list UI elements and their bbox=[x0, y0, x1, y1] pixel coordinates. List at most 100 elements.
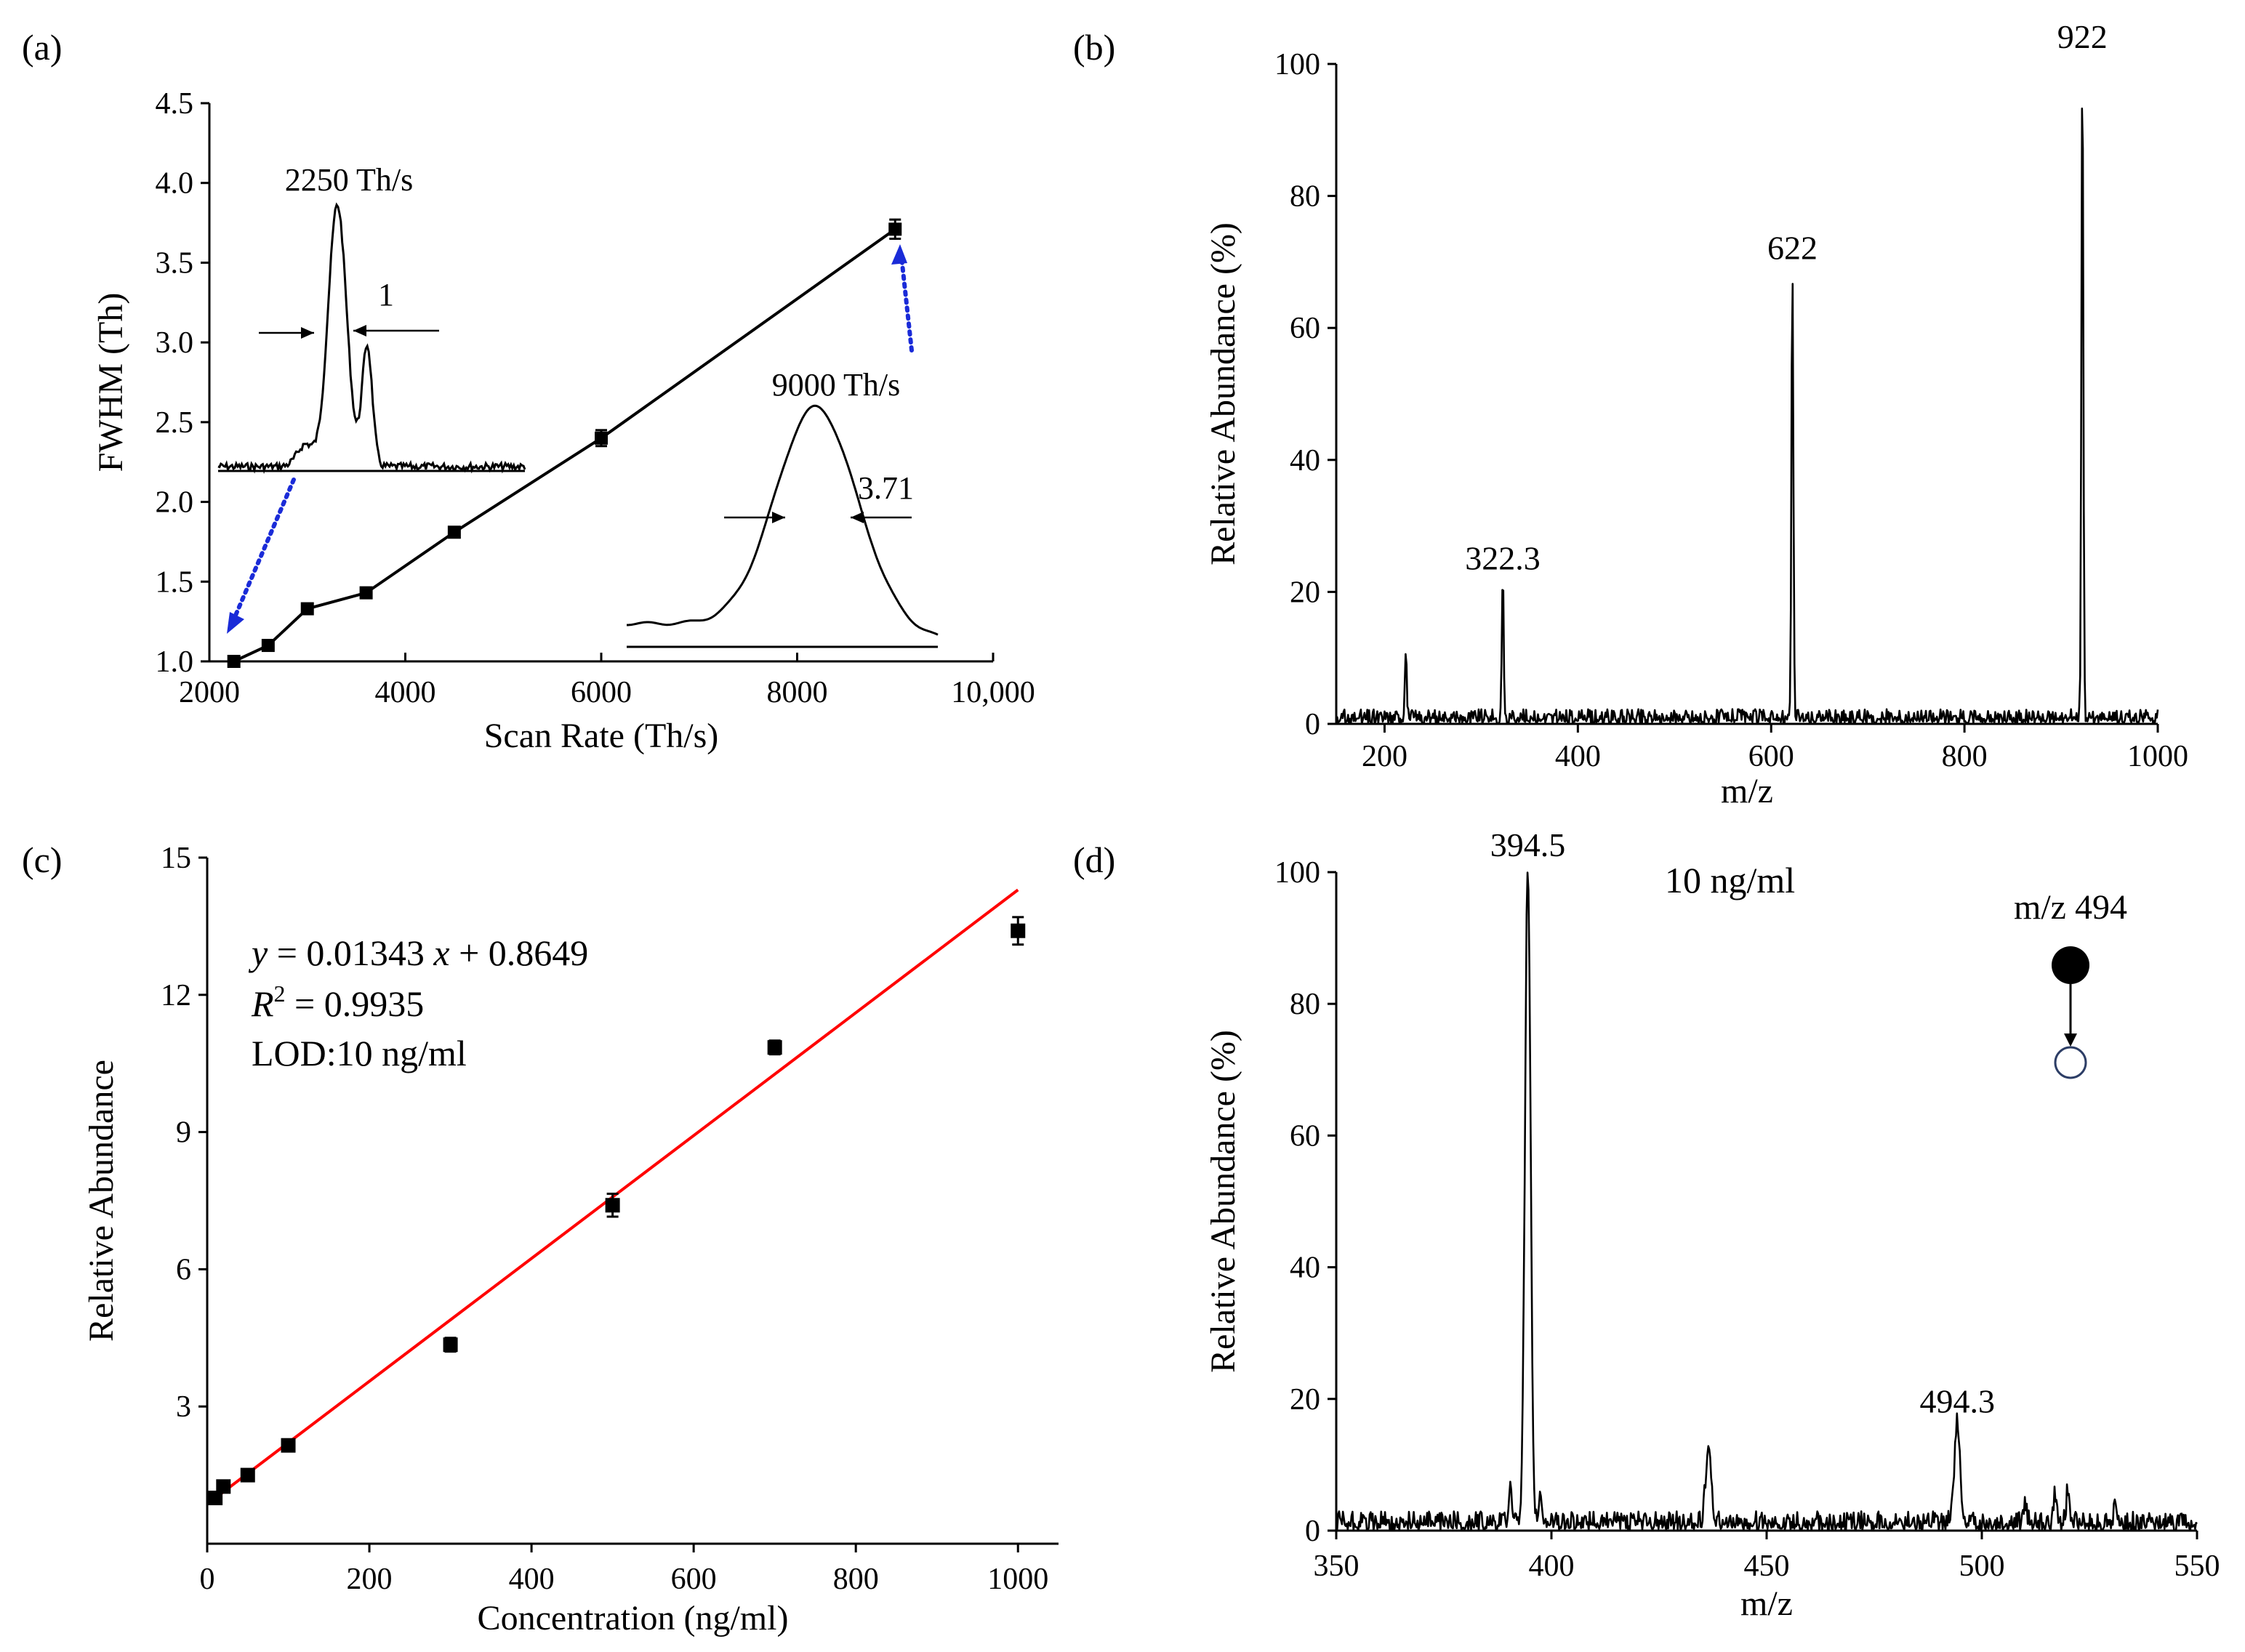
x-tick-label: 1000 bbox=[987, 1563, 1048, 1596]
y-tick-label: 20 bbox=[1290, 1383, 1320, 1417]
y-tick-label: 3.0 bbox=[156, 326, 194, 360]
spectrum-trace bbox=[1335, 108, 2159, 725]
x-tick-label: 1000 bbox=[2127, 740, 2188, 773]
fwhm-series-line bbox=[233, 227, 896, 663]
x-tick-label: 600 bbox=[671, 1563, 717, 1596]
limit-of-detection: LOD:10 ng/ml bbox=[252, 1033, 467, 1073]
x-tick-label: 550 bbox=[2174, 1550, 2220, 1583]
y-tick-label: 40 bbox=[1290, 444, 1320, 478]
y-axis-title: Relative Abundance (%) bbox=[1204, 1030, 1242, 1373]
y-axis-title: Relative Abundance (%) bbox=[1204, 222, 1242, 565]
y-tick-label: 2.0 bbox=[156, 486, 194, 520]
x-axis-title: m/z bbox=[1740, 1584, 1793, 1623]
eq-y: y bbox=[248, 932, 268, 973]
inset-high-label: 9000 Th/s bbox=[772, 367, 900, 403]
x-tick-label: 350 bbox=[1314, 1550, 1360, 1583]
y-tick-label: 100 bbox=[1274, 856, 1320, 890]
y-tick-label: 20 bbox=[1290, 576, 1320, 609]
x-axis-title: m/z bbox=[1721, 772, 1773, 810]
x-axis-title: Scan Rate (Th/s) bbox=[484, 717, 719, 755]
x-tick-label: 0 bbox=[200, 1563, 215, 1596]
calibration-point bbox=[208, 1491, 223, 1506]
x-tick-label: 450 bbox=[1744, 1550, 1790, 1583]
inset-high-left-arrowhead bbox=[772, 512, 785, 523]
x-tick-label: 4000 bbox=[375, 676, 436, 709]
panel-b: 200 400 600 800 1000 0 20 40 60 80 100 m/z Relative … bbox=[1073, 18, 2188, 810]
blue-arrow-high bbox=[899, 255, 914, 352]
inset-low-label: 2250 Th/s bbox=[285, 162, 413, 198]
calibration-point bbox=[281, 1438, 296, 1453]
r2-base: R bbox=[251, 983, 274, 1024]
y-tick-label: 60 bbox=[1290, 1119, 1320, 1153]
panel-c: 0 200 400 600 800 1000 3 6 9 12 15 Concentration (n… bbox=[22, 839, 1059, 1637]
y-tick-label: 4.5 bbox=[156, 87, 194, 121]
concentration-label: 10 ng/ml bbox=[1665, 860, 1795, 900]
calibration-point bbox=[216, 1479, 231, 1494]
x-tick-label: 400 bbox=[509, 1563, 555, 1596]
y-tick-label: 60 bbox=[1290, 312, 1320, 345]
calibration-point bbox=[767, 1040, 782, 1055]
x-tick-label: 400 bbox=[1529, 1550, 1575, 1583]
peak-label: 394.5 bbox=[1490, 826, 1566, 863]
y-tick-label: 1.0 bbox=[156, 645, 194, 679]
fwhm-point bbox=[447, 525, 461, 539]
inset-low-width: 1 bbox=[378, 277, 394, 313]
panel-label: (a) bbox=[22, 27, 63, 68]
x-tick-label: 800 bbox=[833, 1563, 879, 1596]
fwhm-point bbox=[300, 602, 314, 616]
y-tick-label: 2.5 bbox=[156, 406, 194, 440]
blue-arrowhead-high bbox=[891, 244, 907, 265]
spectrum-trace bbox=[1335, 871, 2198, 1532]
precursor-ion-icon bbox=[2052, 946, 2089, 984]
fragmentation-arrowhead bbox=[2064, 1033, 2077, 1047]
peak-label: 622 bbox=[1767, 230, 1818, 267]
precursor-label: m/z 494 bbox=[2014, 888, 2127, 927]
panel-d: 350 400 450 500 550 0 20 40 60 80 100 m/z Relative A… bbox=[1073, 826, 2220, 1623]
peak-label: 922 bbox=[2057, 18, 2108, 55]
x-tick-label: 400 bbox=[1555, 740, 1601, 773]
eq-mid: = 0.01343 bbox=[268, 932, 433, 973]
inset-low-right-arrowhead bbox=[353, 325, 366, 337]
calibration-point bbox=[240, 1467, 255, 1483]
x-tick-label: 200 bbox=[347, 1563, 393, 1596]
x-axis-title: Concentration (ng/ml) bbox=[478, 1599, 789, 1637]
inset-high-peak-trace bbox=[627, 404, 939, 636]
y-axis-title: Relative Abundance bbox=[82, 1060, 121, 1342]
peak-label: 494.3 bbox=[1920, 1383, 1996, 1420]
x-tick-label: 500 bbox=[1959, 1550, 2005, 1583]
x-tick-label: 600 bbox=[1748, 740, 1794, 773]
inset-high-width: 3.71 bbox=[858, 470, 914, 506]
x-tick-label: 10,000 bbox=[951, 676, 1035, 709]
eq-x: x bbox=[433, 932, 449, 973]
y-tick-label: 4.0 bbox=[156, 167, 194, 201]
y-tick-label: 1.5 bbox=[156, 565, 194, 599]
eq-tail: + 0.8649 bbox=[450, 932, 589, 973]
panel-a: 2000 4000 6000 8000 10,000 1.0 1.5 2.0 2.5 3.0 3.5… bbox=[22, 27, 1035, 755]
y-tick-label: 80 bbox=[1290, 180, 1320, 214]
y-tick-label: 40 bbox=[1290, 1252, 1320, 1285]
y-tick-label: 15 bbox=[161, 842, 191, 875]
calibration-point bbox=[1011, 923, 1026, 938]
y-axis-title: FWHM (Th) bbox=[92, 293, 130, 472]
x-tick-label: 8000 bbox=[767, 676, 828, 709]
fwhm-point bbox=[261, 639, 275, 653]
x-tick-label: 200 bbox=[1362, 740, 1407, 773]
r2-sup: 2 bbox=[274, 980, 286, 1007]
panel-label: (c) bbox=[22, 839, 63, 880]
fit-equation: y = 0.01343 x + 0.8649 bbox=[248, 932, 588, 973]
y-tick-label: 80 bbox=[1290, 988, 1320, 1021]
panel-label: (b) bbox=[1073, 27, 1115, 68]
x-tick-label: 2000 bbox=[179, 676, 240, 709]
inset-low-peak-trace bbox=[217, 202, 526, 475]
inset-low-left-arrowhead bbox=[301, 327, 314, 339]
fwhm-point bbox=[888, 222, 902, 236]
x-tick-label: 6000 bbox=[571, 676, 632, 709]
fit-r-squared: R2 = 0.9935 bbox=[251, 980, 424, 1024]
calibration-point bbox=[443, 1337, 458, 1353]
product-ion-icon bbox=[2054, 1046, 2087, 1079]
calibration-point bbox=[605, 1198, 620, 1213]
inset-high-right-arrowhead bbox=[851, 512, 864, 523]
fwhm-point bbox=[359, 586, 373, 600]
blue-arrowhead-low bbox=[227, 612, 244, 634]
